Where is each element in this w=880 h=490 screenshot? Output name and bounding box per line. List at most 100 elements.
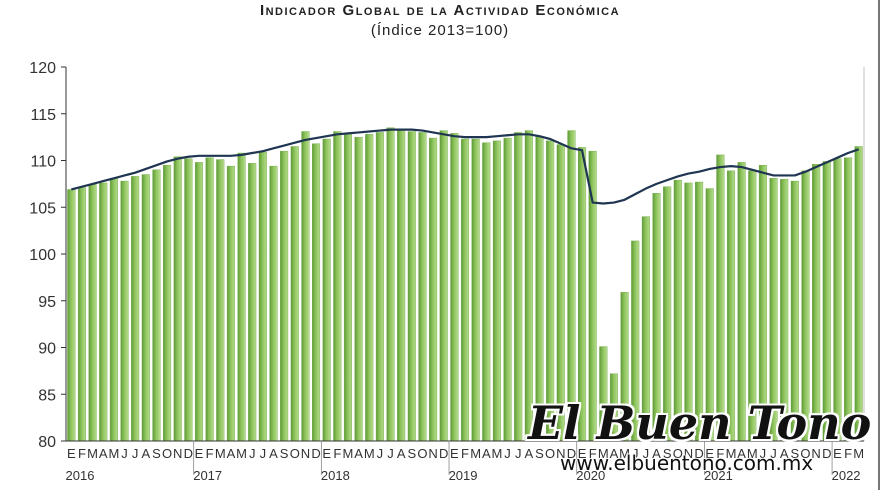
x-tick-label: A <box>610 446 619 461</box>
bar <box>503 137 512 442</box>
x-tick-label: A <box>780 446 789 461</box>
x-tick-label: E <box>833 446 842 461</box>
bar <box>375 132 384 442</box>
x-tick-label: J <box>770 446 777 461</box>
trend-series <box>71 128 860 205</box>
bar <box>184 158 193 442</box>
x-tick-label: A <box>99 446 108 461</box>
bar <box>333 131 342 442</box>
bar <box>226 165 235 442</box>
bar <box>418 132 427 442</box>
year-label: 2019 <box>449 468 478 483</box>
bar <box>312 143 321 442</box>
bar <box>205 157 214 442</box>
watermark: El Buen Tono www.elbuentono.com.mx <box>528 396 871 482</box>
x-tick-label: A <box>397 446 406 461</box>
x-tick-label: M <box>215 446 226 461</box>
x-tick-label: J <box>121 446 128 461</box>
bar <box>524 130 533 442</box>
bar <box>492 140 501 442</box>
bar <box>439 130 448 442</box>
x-tick-label: M <box>236 446 247 461</box>
year-label: 2020 <box>576 468 605 483</box>
bar <box>248 163 257 442</box>
bar <box>109 178 118 442</box>
chart-subtitle: (Índice 2013=100) <box>370 22 510 39</box>
x-tick-label: S <box>407 446 416 461</box>
x-tick-label: J <box>515 446 522 461</box>
x-tick-label: N <box>684 446 693 461</box>
bar <box>152 169 161 442</box>
bar <box>322 138 331 442</box>
y-tick-label: 105 <box>29 200 56 217</box>
y-tick-label: 85 <box>38 387 56 404</box>
bar <box>67 189 76 442</box>
bar <box>194 162 204 442</box>
bar <box>354 136 363 442</box>
x-tick-label: F <box>844 446 852 461</box>
bar <box>258 151 267 442</box>
bar <box>280 150 289 442</box>
x-tick-label: N <box>811 446 820 461</box>
x-tick-label: M <box>853 446 864 461</box>
x-tick-label: E <box>578 446 587 461</box>
bar <box>120 180 129 442</box>
bar <box>141 174 150 442</box>
x-tick-label: M <box>87 446 98 461</box>
x-tick-label: J <box>377 446 384 461</box>
x-tick-label: J <box>760 446 767 461</box>
x-tick-label: E <box>450 446 459 461</box>
x-tick-label: S <box>152 446 161 461</box>
x-tick-label: M <box>598 446 609 461</box>
x-tick-label: J <box>643 446 650 461</box>
bar <box>131 176 140 442</box>
x-tick-label: M <box>619 446 630 461</box>
bar <box>386 127 395 442</box>
x-tick-label: E <box>195 446 204 461</box>
bar <box>471 138 480 442</box>
x-tick-label: A <box>227 446 236 461</box>
x-tick-label: O <box>673 446 683 461</box>
x-tick-label: S <box>280 446 289 461</box>
x-tick-label: E <box>322 446 331 461</box>
x-tick-label: D <box>694 446 703 461</box>
bar-series <box>67 127 863 442</box>
x-tick-label: N <box>428 446 437 461</box>
x-tick-label: J <box>632 446 639 461</box>
bar <box>365 134 374 442</box>
x-tick-label: M <box>470 446 481 461</box>
x-tick-label: F <box>78 446 86 461</box>
x-tick-label: F <box>333 446 341 461</box>
year-label: 2016 <box>66 468 95 483</box>
y-tick-label: 90 <box>38 341 56 358</box>
bar <box>567 130 576 442</box>
year-label: 2022 <box>832 468 861 483</box>
bar <box>343 133 352 442</box>
x-tick-label: D <box>311 446 320 461</box>
x-tick-label: J <box>504 446 511 461</box>
x-tick-label: M <box>726 446 737 461</box>
x-tick-label: O <box>545 446 555 461</box>
watermark-url: www.elbuentono.com.mx <box>560 451 814 475</box>
watermark-logo: El Buen Tono <box>528 396 872 450</box>
x-tick-label: D <box>439 446 448 461</box>
x-tick-label: J <box>249 446 256 461</box>
bar <box>237 152 246 442</box>
x-tick-label: A <box>525 446 534 461</box>
chart-title: Indicador Global de la Actividad Económi… <box>259 2 621 19</box>
x-tick-label: F <box>206 446 214 461</box>
bar <box>173 156 182 442</box>
y-tick-label: 95 <box>38 294 56 311</box>
year-label: 2021 <box>704 468 733 483</box>
y-tick-label: 120 <box>29 60 56 77</box>
x-tick-label: N <box>556 446 565 461</box>
x-tick-label: A <box>269 446 278 461</box>
x-tick-label: M <box>364 446 375 461</box>
x-tick-label: D <box>822 446 831 461</box>
x-tick-label: D <box>184 446 193 461</box>
x-tick-label: J <box>387 446 394 461</box>
bar <box>99 182 108 442</box>
x-tick-label: F <box>716 446 724 461</box>
